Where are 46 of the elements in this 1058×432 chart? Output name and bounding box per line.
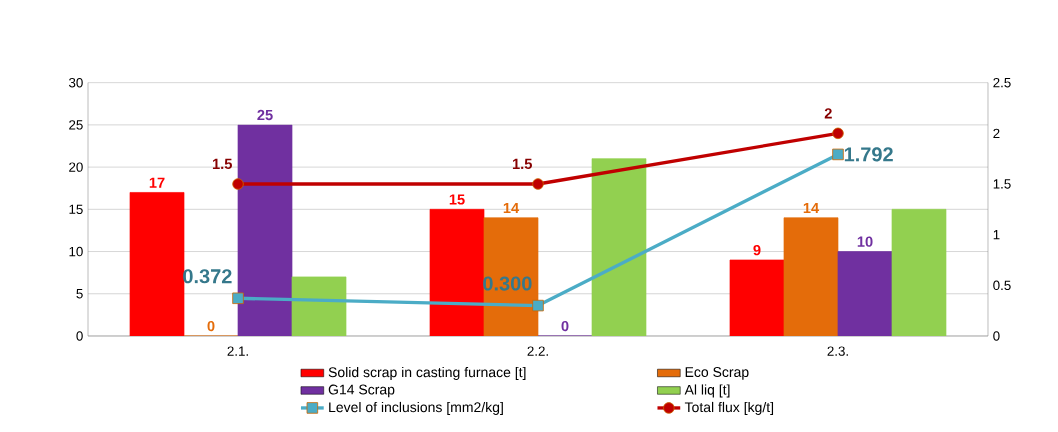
data-label: 1.792: [844, 147, 893, 162]
y-tick-label: 15: [69, 204, 83, 214]
y-tick-label: 25: [69, 120, 83, 130]
point: [232, 178, 244, 190]
x-tick-label: 2.2.: [527, 346, 548, 356]
y-tick-label: 5: [76, 289, 83, 299]
data-label: 0: [207, 320, 215, 332]
y2-tick-label: 2: [993, 128, 1000, 138]
y-tick-label: 10: [69, 246, 83, 257]
y2-tick-label: 1: [993, 230, 1000, 240]
point: [832, 148, 844, 161]
data-label: 10: [857, 236, 873, 247]
legend-label: Level of inclusions [mm2/kg]: [329, 401, 503, 415]
data-label: 2: [824, 108, 832, 119]
data-label: 15: [449, 194, 465, 205]
bar: [237, 124, 293, 336]
y-tick-label: 30: [68, 77, 83, 88]
x-tick-label: 2.3.: [827, 346, 848, 356]
bar: [483, 217, 539, 336]
y2-tick-label: 0.5: [993, 280, 1011, 291]
data-label: 14: [503, 202, 520, 214]
data-label: 14: [803, 202, 820, 214]
legend-label: Solid scrap in casting furnace [t]: [328, 366, 526, 380]
legend-label: Eco Scrap: [685, 367, 749, 380]
data-label: 17: [149, 177, 165, 188]
data-label: 1.5: [512, 158, 532, 170]
point: [232, 292, 244, 305]
data-label: 25: [257, 109, 273, 121]
data-label: 9: [753, 244, 761, 256]
y-tick-label: 0: [76, 331, 83, 341]
data-label: 0.300: [483, 276, 532, 291]
y2-tick-label: 1.5: [993, 179, 1011, 189]
bar: [783, 217, 839, 336]
bar: [837, 251, 893, 336]
data-label: 0: [561, 320, 569, 332]
y2-tick-label: 2.5: [993, 77, 1011, 88]
legend-label: G14 Scrap: [328, 384, 395, 398]
point: [832, 127, 844, 140]
point: [532, 299, 544, 312]
point: [532, 178, 544, 190]
y-tick-label: 20: [69, 162, 83, 172]
x-tick-label: 2.1.: [227, 346, 248, 356]
y2-tick-label: 0: [993, 331, 1000, 341]
data-label: 1.5: [212, 158, 232, 170]
legend-label: Al liq [t]: [684, 384, 730, 398]
legend-label: Total flux [kg/t]: [684, 401, 774, 415]
